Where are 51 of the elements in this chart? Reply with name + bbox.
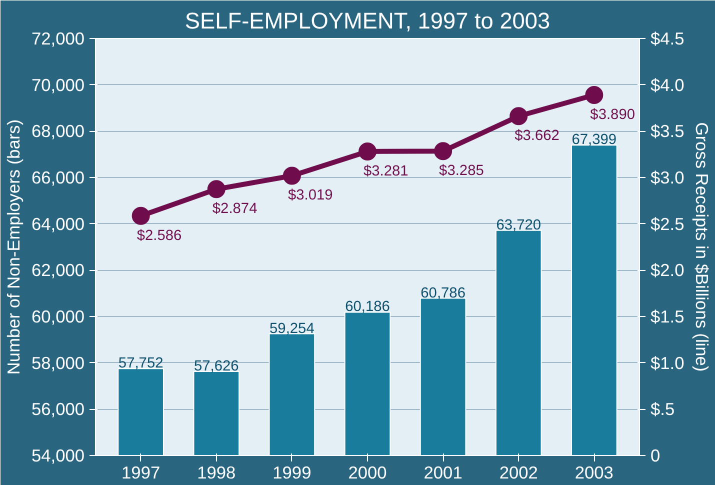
data-label: 60,786 [420, 285, 466, 302]
y-tick-label: 58,000 [32, 352, 84, 373]
point [207, 180, 226, 198]
point [282, 166, 301, 185]
point [358, 142, 376, 160]
data-label: 63,720 [496, 217, 542, 234]
point [434, 142, 452, 160]
y-axis-title: Number of Non-Employers (bars) [4, 119, 24, 375]
x-tick-label: 2001 [424, 462, 462, 482]
data-label: $3.285 [439, 163, 484, 180]
y2-tick-label: $.5 [650, 399, 675, 420]
y2-tick-label: $3.0 [650, 168, 684, 188]
data-label: $3.662 [514, 128, 560, 144]
x-tick-label: 1997 [122, 462, 160, 482]
y2-tick-label: $4.5 [650, 28, 684, 48]
y2-tick-label: $1.5 [650, 306, 684, 326]
x-tick-label: 2003 [574, 462, 614, 482]
x-tick-label: 2002 [499, 462, 538, 482]
x-tick-label: 1998 [197, 462, 236, 482]
y2-tick-label: $2.5 [650, 214, 684, 234]
data-label: $3.890 [590, 107, 635, 124]
y2-tick-label: $1.0 [650, 352, 684, 373]
y-tick-label: 68,000 [32, 121, 84, 142]
y2-tick-label: $3.5 [650, 121, 684, 142]
data-label: 67,399 [572, 132, 617, 148]
data-label: $3.019 [288, 188, 333, 204]
y2-tick-label: $2.0 [650, 260, 684, 280]
data-label: 57,752 [118, 356, 164, 372]
x-tick-label: 2000 [348, 462, 387, 482]
point [585, 86, 604, 104]
y-tick-label: 66,000 [32, 168, 84, 188]
y2-axis-title: Gross Receipts in $Billions (line) [692, 122, 712, 372]
y2-tick-label: 0 [650, 446, 660, 466]
point [510, 107, 528, 126]
data-label: $3.281 [364, 163, 408, 180]
point [132, 206, 150, 225]
y-tick-label: 64,000 [32, 214, 84, 234]
data-label: 60,186 [345, 299, 390, 316]
y-tick-label: 54,000 [32, 446, 84, 466]
chart-title: SELF-EMPLOYMENT, 1997 to 2003 [184, 8, 550, 34]
y-tick-label: 70,000 [32, 74, 84, 95]
data-label: 57,626 [194, 358, 239, 374]
data-label: 59,254 [270, 320, 314, 337]
y2-tick-label: $4.0 [650, 74, 684, 95]
y-tick-label: 72,000 [32, 28, 84, 48]
y-tick-label: 62,000 [32, 260, 84, 280]
y-tick-label: 60,000 [32, 306, 84, 326]
data-label: $2.874 [212, 201, 258, 218]
data-label: $2.586 [136, 228, 182, 244]
y-tick-label: 56,000 [32, 399, 84, 420]
x-tick-label: 1999 [272, 462, 312, 482]
